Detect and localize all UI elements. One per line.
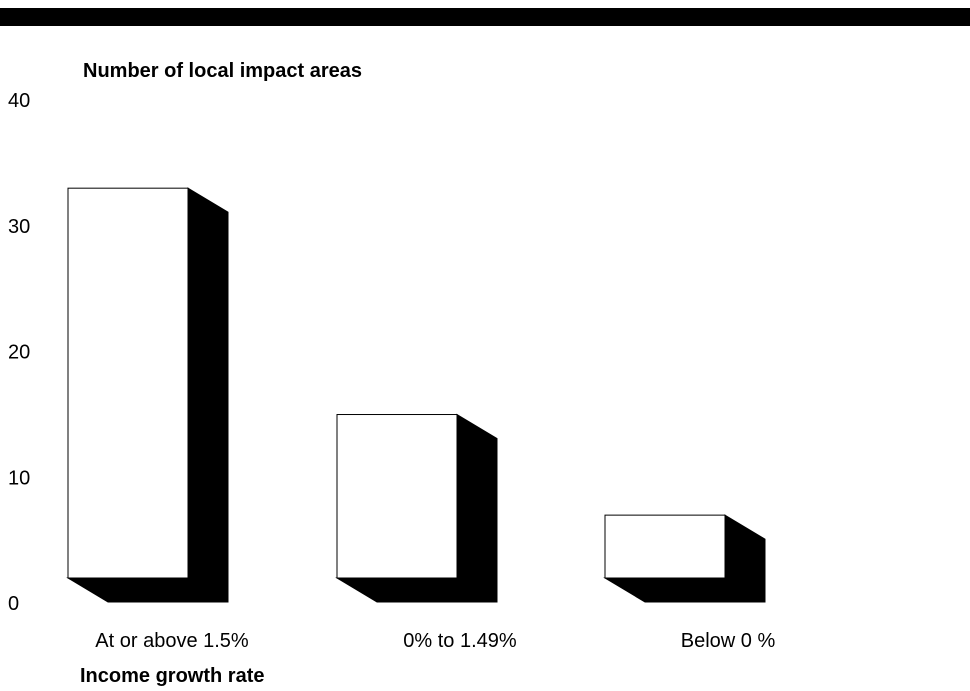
y-tick-label-2: 20 [8, 342, 30, 364]
bar-1 [336, 414, 458, 579]
x-tick-label-1: 0% to 1.49% [403, 630, 517, 652]
y-tick-label-4: 40 [8, 90, 30, 112]
x-tick-label-0: At or above 1.5% [95, 630, 249, 652]
bar-2 [604, 514, 726, 579]
x-tick-label-2: Below 0 % [681, 630, 776, 652]
y-tick-label-1: 10 [8, 467, 30, 489]
bar-0 [67, 187, 189, 579]
y-tick-label-3: 30 [8, 216, 30, 238]
y-tick-label-0: 0 [8, 593, 19, 615]
x-axis-label: Income growth rate [80, 665, 265, 687]
y-axis-label: Number of local impact areas [83, 60, 362, 82]
top-rule-bar [0, 8, 970, 26]
